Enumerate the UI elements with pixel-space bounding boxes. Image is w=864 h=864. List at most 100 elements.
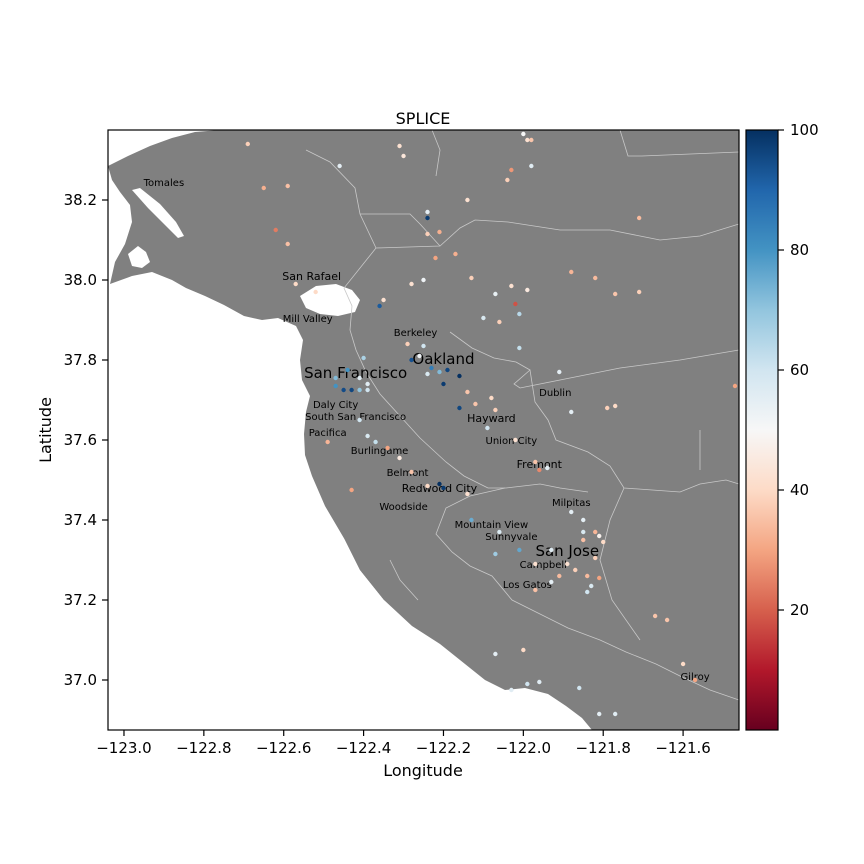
city-label: Fremont	[517, 458, 563, 471]
station-point	[636, 289, 642, 295]
station-point	[585, 589, 590, 595]
x-tick-label: −122.0	[496, 739, 552, 757]
station-point	[429, 365, 434, 371]
station-point	[337, 163, 342, 169]
city-label: Belmont	[387, 468, 429, 479]
station-point	[565, 561, 570, 567]
station-point	[605, 405, 610, 411]
city-label: Sunnyvale	[485, 532, 537, 543]
station-point	[433, 255, 438, 261]
x-axis-label: Longitude	[383, 761, 463, 780]
station-point	[417, 353, 422, 359]
station-point	[521, 647, 526, 653]
station-point	[509, 687, 514, 693]
station-point	[589, 583, 594, 589]
station-point	[437, 229, 442, 235]
city-label: Mountain View	[455, 520, 529, 531]
station-point	[333, 375, 338, 381]
city-label: Oakland	[412, 350, 474, 368]
station-point	[585, 573, 590, 579]
station-point	[357, 387, 362, 393]
x-tick-label: −122.8	[176, 739, 232, 757]
station-point	[373, 439, 378, 445]
station-point	[533, 587, 538, 593]
station-point	[597, 575, 602, 581]
station-point	[365, 381, 370, 387]
station-point	[465, 389, 470, 395]
station-point	[597, 533, 602, 539]
station-point	[612, 403, 618, 409]
station-point	[325, 439, 330, 445]
station-point	[313, 289, 318, 295]
station-point	[593, 529, 598, 535]
colorbar: 20 40 60 80 100	[745, 121, 819, 731]
x-tick-label: −122.6	[256, 739, 312, 757]
city-label: Hayward	[467, 412, 516, 425]
station-point	[381, 297, 386, 303]
station-point	[636, 215, 642, 221]
region-boundaries	[305, 130, 739, 701]
station-points	[245, 131, 738, 717]
station-point	[405, 341, 410, 347]
station-point	[441, 485, 446, 491]
station-point	[537, 467, 542, 473]
station-point	[425, 483, 430, 489]
station-point	[513, 301, 518, 307]
station-point	[569, 409, 574, 415]
station-point	[513, 437, 518, 443]
station-point	[581, 517, 586, 523]
station-point	[493, 651, 498, 657]
y-tick-label: 37.2	[64, 591, 97, 609]
station-point	[509, 167, 514, 173]
station-point	[377, 303, 382, 309]
colorbar-ticks: 20 40 60 80 100	[778, 121, 819, 619]
station-point	[425, 215, 430, 221]
station-point	[597, 711, 602, 717]
city-label: Woodside	[379, 502, 427, 513]
station-point	[577, 685, 582, 691]
city-label: Mill Valley	[283, 314, 333, 325]
station-point	[485, 425, 490, 431]
city-labels: Tomales San Rafael Mill Valley Berkeley Oakl…	[143, 178, 710, 683]
station-point	[441, 381, 446, 387]
station-point	[529, 137, 534, 143]
station-point	[533, 561, 538, 567]
tomales-bay	[132, 188, 184, 238]
city-label: San Francisco	[304, 364, 407, 382]
city-label: Burlingame	[351, 446, 409, 457]
station-point	[517, 345, 522, 351]
station-point	[593, 555, 598, 561]
station-point	[573, 567, 578, 573]
station-point	[409, 281, 414, 287]
city-label: San Rafael	[282, 270, 341, 283]
station-point	[680, 661, 686, 667]
station-point	[293, 281, 298, 287]
station-point	[601, 539, 606, 545]
station-point	[437, 481, 442, 487]
station-point	[517, 547, 522, 553]
x-tick-label: −123.0	[96, 739, 152, 757]
colorbar-tick-label: 100	[790, 121, 819, 139]
station-point	[569, 509, 574, 515]
station-point	[593, 275, 598, 281]
station-point	[397, 455, 402, 461]
y-tick-label: 37.8	[64, 351, 97, 369]
station-point	[349, 387, 354, 393]
station-point	[521, 131, 526, 137]
station-point	[525, 287, 530, 293]
city-label: Tomales	[143, 178, 185, 189]
station-point	[341, 387, 346, 393]
station-point	[273, 227, 278, 233]
plot-frame	[107, 129, 740, 731]
station-point	[457, 373, 462, 379]
station-point	[285, 241, 290, 247]
station-point	[469, 275, 474, 281]
station-point	[437, 369, 442, 375]
city-label: South San Francisco	[305, 412, 406, 423]
station-point	[509, 283, 514, 289]
station-point	[569, 269, 574, 275]
city-label: Pacifica	[309, 428, 347, 439]
station-point	[349, 487, 354, 493]
station-point	[465, 491, 470, 497]
station-point	[489, 395, 494, 401]
